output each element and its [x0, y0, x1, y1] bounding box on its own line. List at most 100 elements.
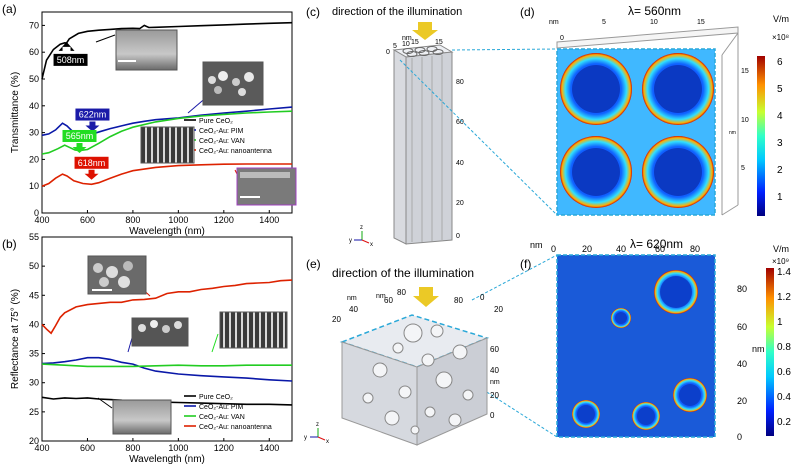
annotation-label-618nm: 618nm	[78, 158, 106, 168]
panel-d-top-tick-15: 15	[697, 19, 705, 26]
y-tick-label-b: 35	[29, 349, 39, 359]
series-line-a-0	[41, 21, 293, 80]
panel-f-right-tick-60: 60	[737, 322, 747, 332]
panel-e-depth-tick-0: 0	[480, 293, 485, 302]
panel-d-top-zero: 0	[560, 35, 564, 42]
panel-d-right-tick-5: 5	[741, 165, 745, 172]
sem-inset-b-nanoantenna	[87, 255, 147, 295]
panel-e-right-tick-20: 20	[490, 391, 499, 400]
panel-e-depth-tick-20: 20	[494, 305, 503, 314]
panel-e-3d-volume: direction of the illumination nm 40 20 n…	[304, 266, 503, 446]
panel-e-right-tick-60: 60	[490, 345, 499, 354]
colorbar-f-exponent: ×10⁹	[772, 257, 789, 266]
panel-e-right-tick-0: 0	[490, 411, 495, 420]
panel-f-right-tick-20: 20	[737, 396, 747, 406]
panel-d-top-tick-10: 10	[650, 19, 658, 26]
panel-f-top-tick-0: 0	[551, 244, 556, 254]
panel-d-right-tick-15: 15	[741, 68, 749, 75]
sem-inset-b-pim	[131, 317, 189, 347]
annotation-box-618nm	[74, 156, 109, 169]
axis-triad-c: z y x	[349, 225, 373, 248]
illumination-arrow-e	[413, 287, 439, 307]
panel-f-top-tick-60: 60	[655, 244, 665, 254]
panel-c-side-tick-20: 20	[456, 200, 464, 207]
y-tick-label-b: 50	[29, 261, 39, 271]
inset-pointer-a-0	[95, 34, 116, 43]
inset-pointer-b-1	[127, 337, 133, 353]
legend-label-a-3: CeO₂-Au: nanoantenna	[199, 148, 272, 155]
x-axis-label-b: Wavelength (nm)	[129, 454, 205, 465]
series-line-a-1	[41, 106, 293, 137]
connector-lines	[389, 48, 558, 438]
y-tick-label-b: 45	[29, 290, 39, 300]
sem-inset-van	[140, 126, 195, 164]
panel-f-title: λ= 620nm	[630, 237, 683, 251]
x-tick-label-a: 600	[80, 215, 95, 225]
inset-pointer-b-3	[97, 397, 113, 409]
annotation-arrow-565nm	[72, 142, 87, 153]
panel-e-mid-tick-60: 60	[384, 296, 393, 305]
y-tick-label-a: 20	[29, 154, 39, 164]
series-line-b-2	[41, 363, 292, 368]
colorbar-f-tick-0.6: 0.6	[777, 367, 791, 378]
series-line-b-3	[41, 279, 293, 335]
panel-label-e: (e)	[306, 257, 321, 271]
panel-f-right-tick-80: 80	[737, 284, 747, 294]
y-axis-label-a: Transmittance (%)	[10, 72, 21, 153]
panel-label-d: (d)	[520, 5, 535, 19]
panel-c-top-tick-3: 15	[411, 39, 419, 46]
panel-f-right-tick-0: 0	[737, 432, 742, 442]
y-tick-label-a: 0	[34, 208, 39, 218]
x-tick-label-b: 1000	[168, 443, 188, 453]
y-tick-label-a: 40	[29, 101, 39, 111]
sem-inset-pure	[115, 29, 178, 71]
panel-c-top-unit: nm	[402, 35, 412, 42]
panel-c-top-tick-1: 5	[393, 43, 397, 50]
panel-f-top-tick-20: 20	[582, 244, 592, 254]
panel-d-title: λ= 560nm	[628, 4, 681, 18]
x-tick-label-a: 1000	[168, 215, 188, 225]
plot-frame-b	[41, 236, 293, 442]
colorbar-d-exponent: ×10⁸	[772, 33, 789, 42]
panel-c-side-tick-80: 80	[456, 79, 464, 86]
triad-e-y: y	[304, 435, 307, 441]
panel-c-side-tick-0: 0	[456, 233, 460, 240]
legend-label-b-0: Pure CeO₂	[199, 394, 233, 401]
legend-label-b-1: CeO₂-Au: PIM	[199, 404, 244, 411]
panel-f-right-tick-40: 40	[737, 359, 747, 369]
annotation-label-622nm: 622nm	[79, 110, 107, 120]
panel-e-right-tick-80: 80	[454, 296, 463, 305]
y-tick-label-b: 55	[29, 232, 39, 242]
panel-label-f: (f)	[520, 257, 531, 271]
sem-inset-b-van	[219, 311, 288, 349]
panel-f-top-tick-80: 80	[690, 244, 700, 254]
legend-label-a-1: CeO₂-Au: PIM	[199, 128, 244, 135]
x-tick-label-b: 400	[34, 443, 49, 453]
x-tick-label-a: 800	[125, 215, 140, 225]
x-tick-label-a: 1200	[214, 215, 234, 225]
panel-e-left-unit: nm	[347, 295, 357, 302]
colorbar-d-tick-4: 4	[777, 111, 783, 122]
series-line-a-3	[41, 163, 292, 187]
panel-label-c: (c)	[306, 5, 320, 19]
panel-e-title: direction of the illumination	[332, 266, 474, 280]
panel-c-top-tick-0: 0	[386, 49, 390, 56]
panel-e-left-tick-20: 20	[332, 315, 341, 324]
colorbar-d-tick-2: 2	[777, 165, 783, 176]
y-tick-label-b: 20	[29, 436, 39, 446]
annotation-arrow-622nm	[85, 121, 100, 132]
legend-label-b-3: CeO₂-Au: nanoantenna	[199, 424, 272, 431]
triad-e-z: z	[316, 422, 319, 428]
sem-inset-pim	[202, 61, 264, 106]
annotation-box-565nm	[62, 129, 97, 142]
panel-c-3d-column: direction of the illumination 0 5 10 15 …	[332, 6, 464, 248]
annotation-label-508nm: 508nm	[57, 55, 85, 65]
annotation-box-508nm	[53, 53, 88, 66]
y-axis-label-b: Reflectance at 75° (%)	[10, 289, 21, 389]
colorbar-f-tick-1.4: 1.4	[777, 267, 791, 278]
panel-e-mid-unit: nm	[376, 293, 386, 300]
y-tick-label-b: 30	[29, 378, 39, 388]
colorbar-d-tick-3: 3	[777, 138, 783, 149]
transmittance-chart: 400 600 800 1000 1200 1400 0 10 20 30 40 50 60 70 Wave…	[10, 11, 293, 237]
